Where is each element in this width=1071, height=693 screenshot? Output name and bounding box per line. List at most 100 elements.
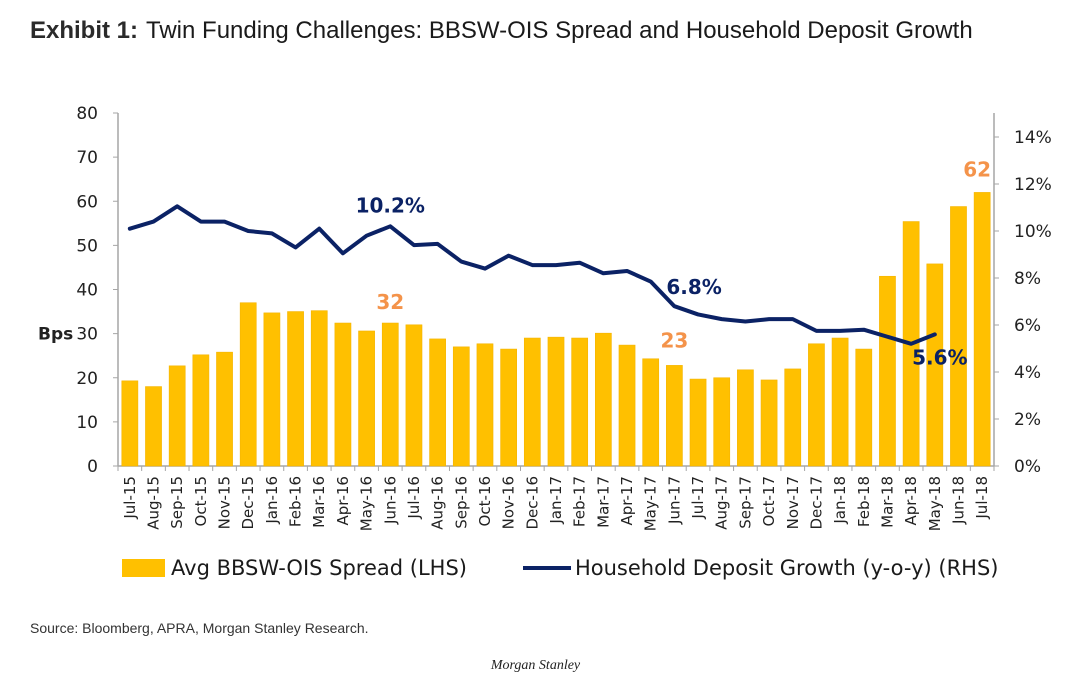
bar-feb-17 <box>571 337 589 467</box>
x-tick-label: Jan-18 <box>831 476 849 525</box>
left-tick-label: 30 <box>76 325 98 345</box>
left-tick-label: 20 <box>76 369 98 389</box>
bar-nov-16 <box>500 348 517 467</box>
bar-nov-15 <box>216 351 233 467</box>
x-tick-label: Jun-17 <box>665 476 683 525</box>
x-tick-label: Apr-18 <box>902 476 920 526</box>
x-tick-label: Mar-16 <box>310 476 328 528</box>
x-tick-label: May-16 <box>358 476 376 531</box>
left-tick-label: 80 <box>76 104 98 124</box>
x-tick-label: Apr-16 <box>334 476 352 526</box>
right-tick-label: 14% <box>1014 128 1052 148</box>
x-tick-label: Dec-16 <box>523 476 541 530</box>
bar-aug-15 <box>145 386 162 467</box>
right-tick-label: 2% <box>1014 410 1041 430</box>
exhibit-label: Exhibit 1: <box>30 17 139 44</box>
x-tick-label: Jan-16 <box>263 476 281 525</box>
x-tick-label: Feb-17 <box>571 476 589 527</box>
bar-may-16 <box>358 330 375 467</box>
legend-bar-label: Avg BBSW-OIS Spread (LHS) <box>171 556 467 580</box>
x-tick-label: Jun-16 <box>381 476 399 525</box>
x-axis-labels: Jul-15 Aug-15 Sep-15 Oct-15 Nov-15 Dec-15 Jan-… <box>121 476 991 531</box>
bar-mar-17 <box>595 332 612 467</box>
bar-may-17 <box>642 358 660 467</box>
x-tick-label: Jul-16 <box>405 476 423 520</box>
bar-may-18 <box>926 263 944 467</box>
chart-title: Exhibit 1: Twin Funding Challenges: BBSW-… <box>30 14 1030 48</box>
right-tick-label: 4% <box>1014 363 1041 383</box>
bar-mar-16 <box>310 310 328 467</box>
left-tick-label: 60 <box>76 192 98 212</box>
bar-sep-17 <box>737 369 754 467</box>
x-tick-label: Sep-16 <box>452 476 470 529</box>
x-tick-label: Mar-18 <box>878 476 896 528</box>
right-tick-label: 12% <box>1014 175 1052 195</box>
x-tick-label: Oct-16 <box>476 476 494 526</box>
x-tick-label: Dec-15 <box>239 476 257 530</box>
x-tick-label: Apr-17 <box>618 476 636 526</box>
x-tick-label: Nov-16 <box>500 476 518 529</box>
bar-oct-16 <box>476 343 494 467</box>
x-tick-label: Oct-17 <box>760 476 778 526</box>
x-tick-label: Nov-17 <box>784 476 802 529</box>
data-label-jun-17: 6.8% <box>666 275 721 299</box>
x-tick-label: Aug-16 <box>429 476 447 530</box>
left-tick-label: 40 <box>76 281 98 301</box>
left-tick-label: 10 <box>76 413 98 433</box>
x-tick-label: Aug-15 <box>145 476 163 530</box>
right-tick-label: 10% <box>1014 222 1052 242</box>
x-tick-label: Jul-15 <box>121 476 139 520</box>
data-label-jul-18: 62 <box>963 157 991 181</box>
bar-aug-17 <box>713 377 731 467</box>
bar-jul-17 <box>689 378 707 467</box>
legend: Avg BBSW-OIS Spread (LHS) Household Depo… <box>122 556 999 580</box>
x-tick-label: May-18 <box>926 476 944 531</box>
source-note: Source: Bloomberg, APRA, Morgan Stanley … <box>30 620 369 636</box>
data-label-jun-16: 32 <box>376 290 404 314</box>
legend-bar-swatch <box>122 559 165 577</box>
deposit-growth-line <box>127 204 937 346</box>
x-tick-label: Sep-17 <box>736 476 754 529</box>
left-tick-label: 0 <box>87 457 98 477</box>
footer-brand: Morgan Stanley <box>490 658 581 673</box>
bar-jun-16 <box>381 322 399 467</box>
data-label-jun-17: 23 <box>660 328 688 352</box>
x-tick-label: Aug-17 <box>713 476 731 530</box>
legend-line-label: Household Deposit Growth (y-o-y) (RHS) <box>574 556 999 580</box>
bar-jun-18 <box>950 206 967 467</box>
x-tick-label: Jan-17 <box>547 476 565 525</box>
bar-oct-15 <box>192 354 210 467</box>
bar-dec-17 <box>808 343 825 467</box>
left-tick-label: 70 <box>76 148 98 168</box>
axes: 0 10 20 30 40 50 60 70 80 Bps 0% 2% 4% 6% 8% 10% 12% 14% <box>38 104 1052 477</box>
bar-apr-16 <box>334 322 352 467</box>
bar-dec-16 <box>523 337 541 467</box>
bar-jul-16 <box>405 324 423 467</box>
x-tick-label: Jul-18 <box>973 476 991 520</box>
line-series <box>127 204 937 346</box>
bar-jan-17 <box>547 336 565 467</box>
bar-jun-17 <box>666 365 683 467</box>
right-tick-label: 0% <box>1014 457 1041 477</box>
right-tick-label: 8% <box>1014 269 1041 289</box>
bar-jul-15 <box>121 380 139 467</box>
x-tick-label: Jul-17 <box>689 476 707 520</box>
bar-mar-18 <box>879 275 896 467</box>
x-tick-label: Feb-18 <box>855 476 873 527</box>
x-tick-label: Nov-15 <box>216 476 234 529</box>
bar-feb-18 <box>855 348 873 467</box>
bar-sep-16 <box>452 346 470 467</box>
bar-jul-18 <box>973 192 991 467</box>
x-tick-label: Dec-17 <box>807 476 825 530</box>
x-tick-label: Jun-18 <box>949 476 967 525</box>
right-tick-label: 6% <box>1014 316 1041 336</box>
bar-nov-17 <box>784 368 802 467</box>
bar-jan-16 <box>263 312 281 467</box>
legend-line-swatch <box>522 566 571 570</box>
bar-oct-17 <box>760 379 778 467</box>
bar-feb-16 <box>287 311 304 467</box>
title-text: Twin Funding Challenges: BBSW-OIS Spread… <box>146 17 973 44</box>
x-tick-label: Feb-16 <box>287 476 305 527</box>
x-tick-label: May-17 <box>642 476 660 531</box>
bar-jan-18 <box>831 337 849 467</box>
